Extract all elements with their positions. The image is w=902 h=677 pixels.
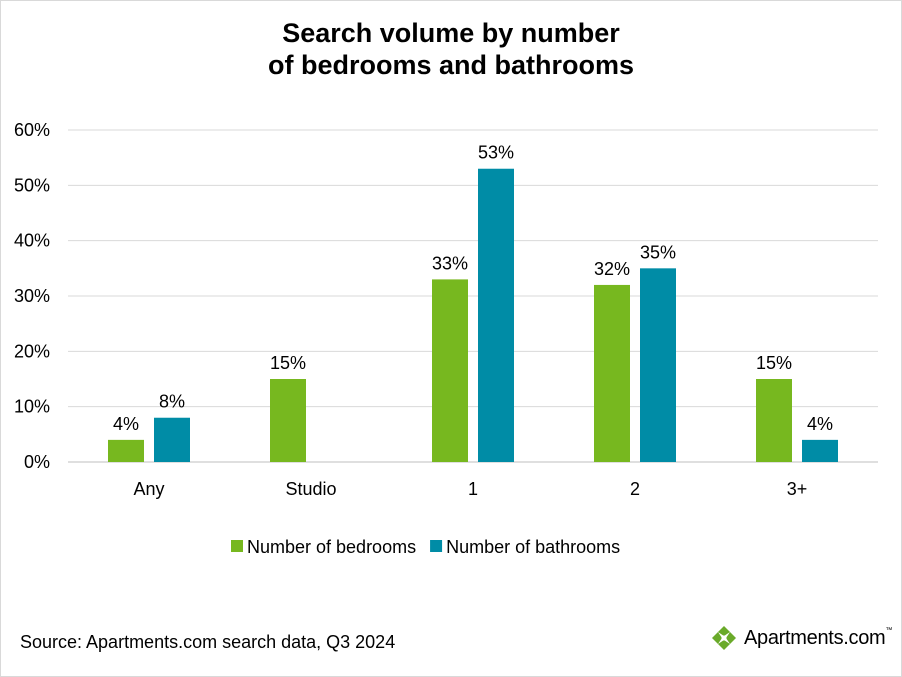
chart-title: Search volume by number of bedrooms and … [0,17,902,81]
trademark-mark: ™ [885,626,893,634]
data-label: 35% [640,242,676,262]
y-tick-label: 0% [24,452,50,472]
source-note: Source: Apartments.com search data, Q3 2… [20,632,396,652]
data-label: 32% [594,259,630,279]
bar-bedrooms [594,284,630,462]
y-tick-label: 10% [14,397,50,417]
x-tick-label: Any [133,479,164,499]
legend-swatch [231,540,243,552]
y-tick-label: 20% [14,341,50,361]
bar-bedrooms [108,439,144,462]
bar-bedrooms [270,379,306,462]
bar-bathrooms [154,417,190,462]
y-tick-label: 60% [14,120,50,140]
chart-title-line1: Search volume by number [282,18,620,48]
legend-swatch [430,540,443,552]
logo-text: Apartments.com™ [744,627,892,650]
bar-bedrooms [432,279,468,462]
data-label: 15% [270,353,306,373]
legend-label: Number of bathrooms [446,537,620,557]
data-label: 33% [432,253,468,273]
x-tick-label: 3+ [787,479,808,499]
x-tick-label: 2 [630,479,640,499]
x-tick-label: Studio [285,479,336,499]
apartments-leaf-icon [712,626,736,650]
legend-label: Number of bedrooms [247,537,416,557]
x-tick-label: 1 [468,479,478,499]
logo-wordmark: Apartments.com [744,626,886,649]
data-label: 4% [807,414,833,434]
y-tick-label: 50% [14,175,50,195]
bar-bathrooms [802,439,838,462]
y-tick-label: 30% [14,286,50,306]
chart-title-line2: of bedrooms and bathrooms [267,50,635,80]
bar-bathrooms [640,268,676,462]
apartments-logo: Apartments.com™ [710,624,892,652]
data-label: 15% [756,353,792,373]
y-tick-label: 40% [14,231,50,251]
data-label: 8% [159,392,185,412]
data-label: 53% [478,143,514,163]
bar-bathrooms [478,168,514,462]
data-label: 4% [113,414,139,434]
bar-bedrooms [756,379,792,462]
